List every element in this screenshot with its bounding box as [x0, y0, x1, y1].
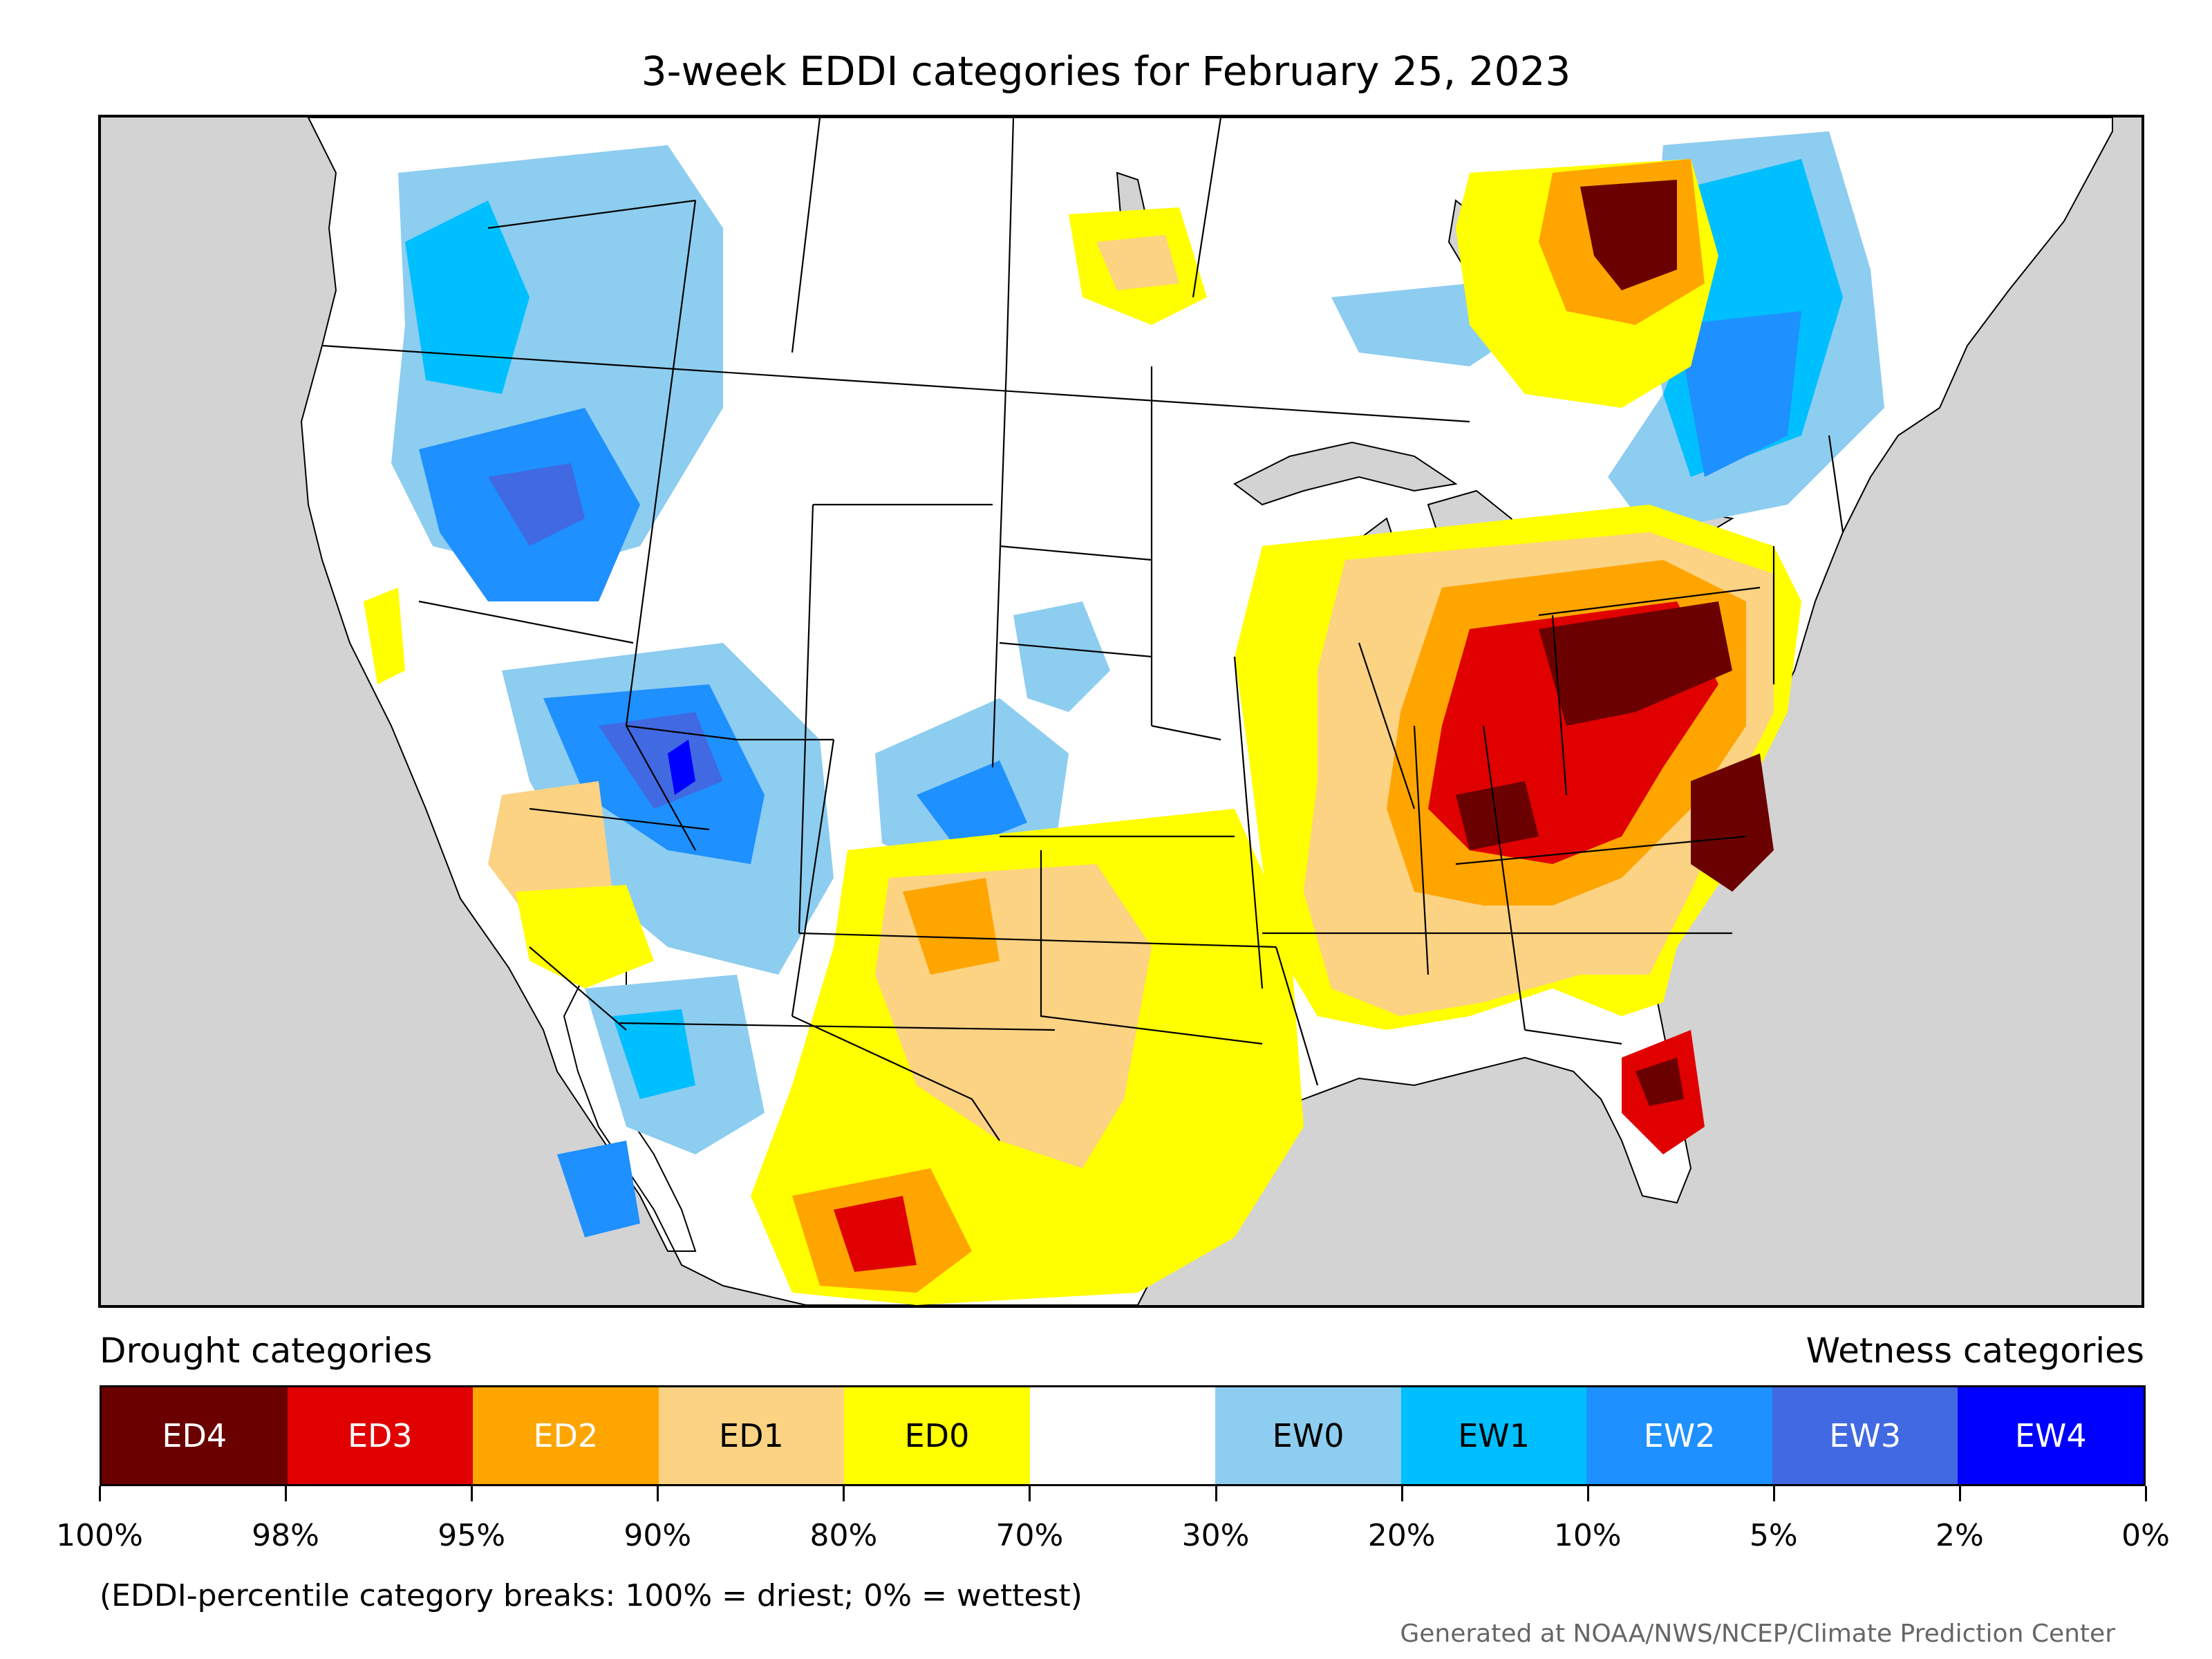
legend-ticks [99, 1486, 2147, 1514]
category-breaks-note: (EDDI-percentile category breaks: 100% =… [100, 1578, 1082, 1613]
legend-swatch-ed0: ED0 [844, 1387, 1030, 1484]
legend-swatch-normal [1029, 1387, 1216, 1484]
legend-swatch-ew4: EW4 [1958, 1387, 2144, 1484]
legend-swatch-ed1: ED1 [658, 1387, 845, 1484]
legend-tick [285, 1486, 288, 1501]
legend-tick [99, 1486, 101, 1501]
legend-swatch-ew0: EW0 [1215, 1387, 1401, 1484]
legend-tick [1586, 1486, 1589, 1501]
map-title: 3-week EDDI categories for February 25, … [641, 48, 1571, 95]
legend-swatch-ew2: EW2 [1586, 1387, 1772, 1484]
legend-swatch-ed2: ED2 [473, 1387, 659, 1484]
legend-swatch-ed4: ED4 [102, 1387, 288, 1484]
boundaries [321, 118, 1844, 1141]
eddi-map [98, 115, 2144, 1308]
legend-tick-label: 10% [1553, 1518, 1622, 1553]
legend-tick [843, 1486, 845, 1501]
legend-tick [471, 1486, 474, 1501]
legend-tick-label: 30% [1181, 1518, 1250, 1553]
drought-categories-label: Drought categories [100, 1331, 433, 1371]
legend-tick-label: 90% [624, 1518, 692, 1553]
legend-tick [1400, 1486, 1403, 1501]
legend-tick-label: 20% [1367, 1518, 1436, 1553]
legend-tick-label: 95% [438, 1518, 506, 1553]
legend-tick [1772, 1486, 1775, 1501]
legend-tick-label: 70% [995, 1518, 1064, 1553]
legend-tick-label: 98% [252, 1518, 319, 1553]
legend-tick-label: 100% [56, 1518, 143, 1553]
legend-tick-label: 0% [2121, 1518, 2170, 1553]
legend-tick [1029, 1486, 1031, 1501]
credit-line: Generated at NOAA/NWS/NCEP/Climate Predi… [1400, 1620, 2115, 1648]
legend-tick-label: 5% [1749, 1518, 1798, 1553]
legend-tick [1215, 1486, 1217, 1501]
legend-tick-label: 2% [1936, 1518, 1984, 1553]
legend-tick [657, 1486, 659, 1501]
wetness-categories-label: Wetness categories [1806, 1331, 2144, 1371]
legend-tick [1958, 1486, 1961, 1501]
wetness-areas [391, 131, 1884, 1237]
legend-swatch-ew3: EW3 [1772, 1387, 1958, 1484]
legend-colorbar: ED4 ED3 ED2 ED1 ED0 EW0 EW1 EW2 EW3 EW4 [100, 1385, 2146, 1486]
legend-tick [2145, 1486, 2147, 1501]
eddi-map-canvas [300, 118, 2113, 1305]
legend-swatch-ed3: ED3 [287, 1387, 474, 1484]
drought-areas [364, 159, 1801, 1305]
legend-tick-label: 80% [809, 1518, 878, 1553]
legend-swatch-ew1: EW1 [1400, 1387, 1587, 1484]
